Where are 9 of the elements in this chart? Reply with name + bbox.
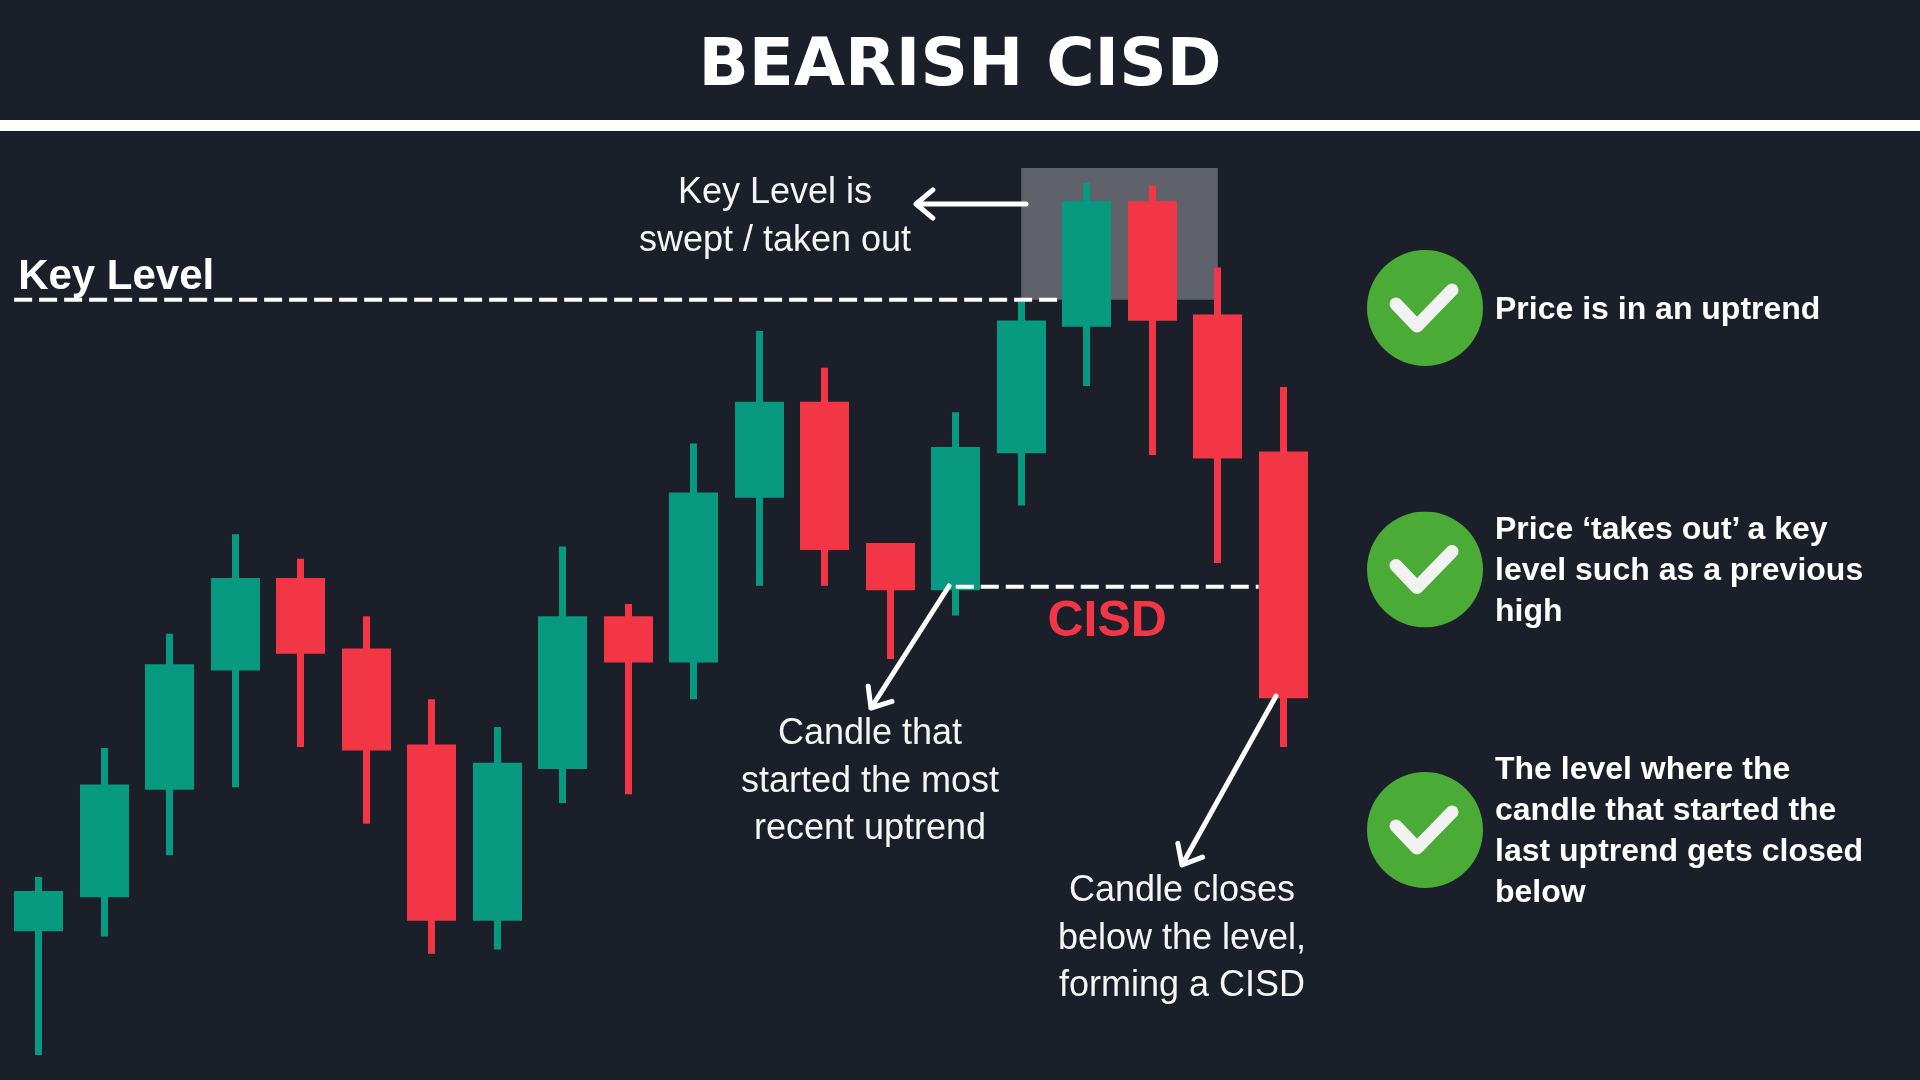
text: The level where the candle that started the last uptrend gets closed below <box>1495 749 1865 911</box>
text: Price ‘takes out’ a key level such as a previous high <box>1495 508 1865 630</box>
chart-title: BEARISH CISD <box>698 23 1222 101</box>
text: Price is in an uptrend <box>1495 288 1822 328</box>
annotation: Candle that started the most recent uptrend <box>739 709 1001 849</box>
annotation: Candle closes below the level, forming a CISD <box>1056 866 1308 1006</box>
ref-line-label: CISD <box>1047 590 1167 647</box>
ref-line-label: Key Level <box>18 251 215 299</box>
annotation: Key Level is swept / taken out <box>637 168 913 261</box>
